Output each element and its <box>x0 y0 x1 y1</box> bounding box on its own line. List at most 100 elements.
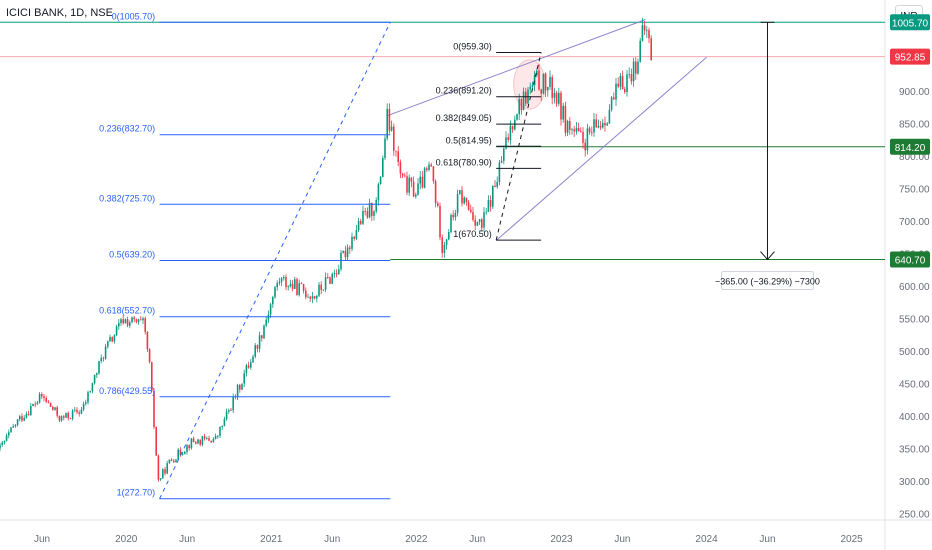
candle-body <box>549 77 551 87</box>
candle-body <box>294 279 296 289</box>
candle-body <box>309 296 311 299</box>
candle-body <box>456 193 459 213</box>
candle-body <box>311 296 314 299</box>
candle-body <box>393 126 395 151</box>
candle-body <box>32 403 34 407</box>
candle-body <box>459 190 461 194</box>
candle-body <box>346 247 349 258</box>
candle-body <box>538 70 540 90</box>
candle-body <box>186 445 188 452</box>
candle-body <box>390 126 393 131</box>
channel-upper-line <box>387 19 646 117</box>
candle-body <box>256 345 259 349</box>
y-tick-label: 450.00 <box>899 380 930 391</box>
candle-body <box>85 402 87 404</box>
candle-body <box>599 125 602 128</box>
candle-body <box>133 317 135 320</box>
candle-body <box>511 125 514 130</box>
candle-body <box>344 250 347 258</box>
candle-body <box>287 286 289 288</box>
candle-body <box>628 74 630 75</box>
candle-body <box>478 219 481 222</box>
candle-body <box>406 176 408 193</box>
y-tick-label: 250.00 <box>899 510 930 521</box>
candle-body <box>494 185 496 187</box>
candle-body <box>313 296 316 299</box>
candle-body <box>492 185 494 207</box>
candle-body <box>635 61 637 74</box>
candle-body <box>173 460 175 463</box>
candle-body <box>555 93 558 104</box>
candle-body <box>252 356 254 363</box>
candle-body <box>597 125 600 128</box>
candle-body <box>547 86 549 91</box>
y-tick-label: 850.00 <box>899 120 930 131</box>
candle-body <box>379 177 382 185</box>
candle-body <box>474 219 476 226</box>
candle-body <box>56 407 58 416</box>
candle-body <box>16 419 19 425</box>
candle-body <box>296 279 298 296</box>
candle-body <box>604 122 606 126</box>
y-tick-label: 800.00 <box>899 152 930 163</box>
candle-body <box>168 459 171 464</box>
candle-body <box>137 319 140 322</box>
candle-body <box>219 426 221 436</box>
candle-body <box>357 221 360 231</box>
candle-body <box>419 176 421 184</box>
candle-body <box>164 469 166 474</box>
candle-body <box>5 435 8 441</box>
candle-body <box>261 335 263 339</box>
candle-body <box>118 322 120 327</box>
candle-body <box>487 199 490 212</box>
candle-body <box>190 438 193 449</box>
candle-body <box>454 212 457 218</box>
candle-body <box>243 373 245 384</box>
candle-body <box>71 410 74 419</box>
candle-body <box>175 459 177 463</box>
candle-body <box>254 345 256 357</box>
candle-body <box>285 277 287 288</box>
candle-body <box>109 337 111 342</box>
y-tick-label: 600.00 <box>899 282 930 293</box>
candle-body <box>104 346 107 359</box>
candle-body <box>278 281 281 284</box>
candle-body <box>355 230 358 239</box>
candle-body <box>93 374 96 384</box>
candle-body <box>443 245 446 253</box>
fib-left-level-label: 0(1005.70) <box>112 11 156 21</box>
candle-body <box>272 297 274 305</box>
candle-body <box>107 341 109 347</box>
candle-body <box>608 109 611 124</box>
candle-body <box>606 123 608 126</box>
candle-body <box>63 416 65 418</box>
candle-body <box>67 412 69 419</box>
y-tick-label: 900.00 <box>899 87 930 98</box>
candle-body <box>613 97 615 100</box>
candle-body <box>177 449 179 460</box>
channel-lower-line <box>495 56 707 241</box>
candle-body <box>540 89 542 94</box>
candle-body <box>157 455 160 480</box>
candle-body <box>452 215 454 218</box>
candle-body <box>500 160 503 163</box>
candle-body <box>507 137 509 140</box>
candle-body <box>536 70 538 76</box>
candle-body <box>434 181 437 204</box>
candle-body <box>192 438 195 442</box>
candle-body <box>239 384 241 390</box>
candle-body <box>179 449 182 455</box>
candle-body <box>52 406 54 410</box>
price-label-box <box>890 138 930 155</box>
candle-body <box>586 128 589 151</box>
candle-body <box>236 384 239 398</box>
candle-body <box>476 221 479 226</box>
candle-body <box>569 120 571 130</box>
measure-label-box <box>720 271 814 291</box>
candle-body <box>135 319 138 322</box>
candle-body <box>82 403 85 410</box>
candle-body <box>575 128 578 132</box>
y-tick-label: 500.00 <box>899 347 930 358</box>
candle-body <box>162 469 164 479</box>
